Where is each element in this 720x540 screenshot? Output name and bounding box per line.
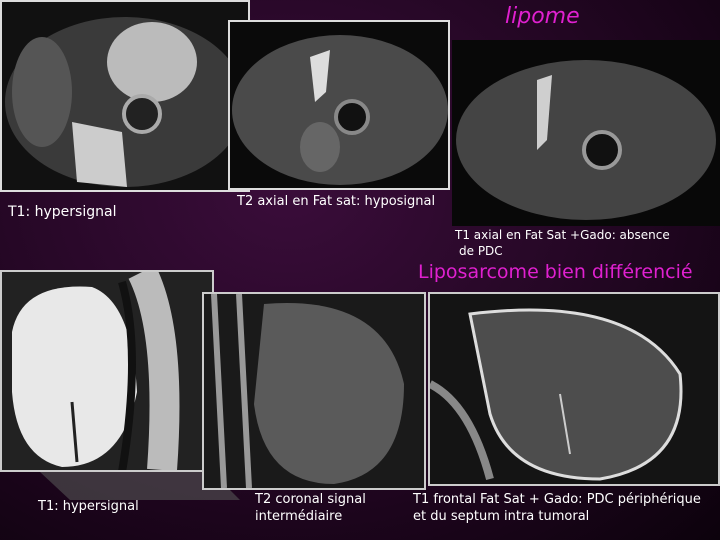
caption: T1 axial en Fat Sat +Gado: absence de PD… [455,228,670,259]
image-reflection [40,472,240,500]
caption-line: T1 axial en Fat Sat +Gado: absence [455,228,670,242]
caption: T1: hypersignal [38,499,139,514]
caption-line: de PDC [459,243,503,258]
caption: T1: hypersignal [8,204,117,220]
caption-line: T1 frontal Fat Sat + Gado: PDC périphéri… [413,492,701,507]
mri-image [228,20,450,190]
mri-image [0,270,214,472]
mri-image [452,40,720,226]
mri-image [0,0,250,192]
caption-line: T2 coronal signal [255,492,366,507]
caption-line: intermédiaire [255,508,343,524]
liposarcoma-title: Liposarcome bien différencié [418,261,693,283]
caption: T2 axial en Fat sat: hyposignal [237,194,436,209]
mri-image [202,292,426,490]
caption-line: et du septum intra tumoral [413,508,590,524]
caption: T1 frontal Fat Sat + Gado: PDC périphéri… [413,492,701,526]
caption: T2 coronal signal intermédiaire [255,492,366,526]
mri-image [428,292,720,486]
lipoma-title: lipome [505,4,580,29]
